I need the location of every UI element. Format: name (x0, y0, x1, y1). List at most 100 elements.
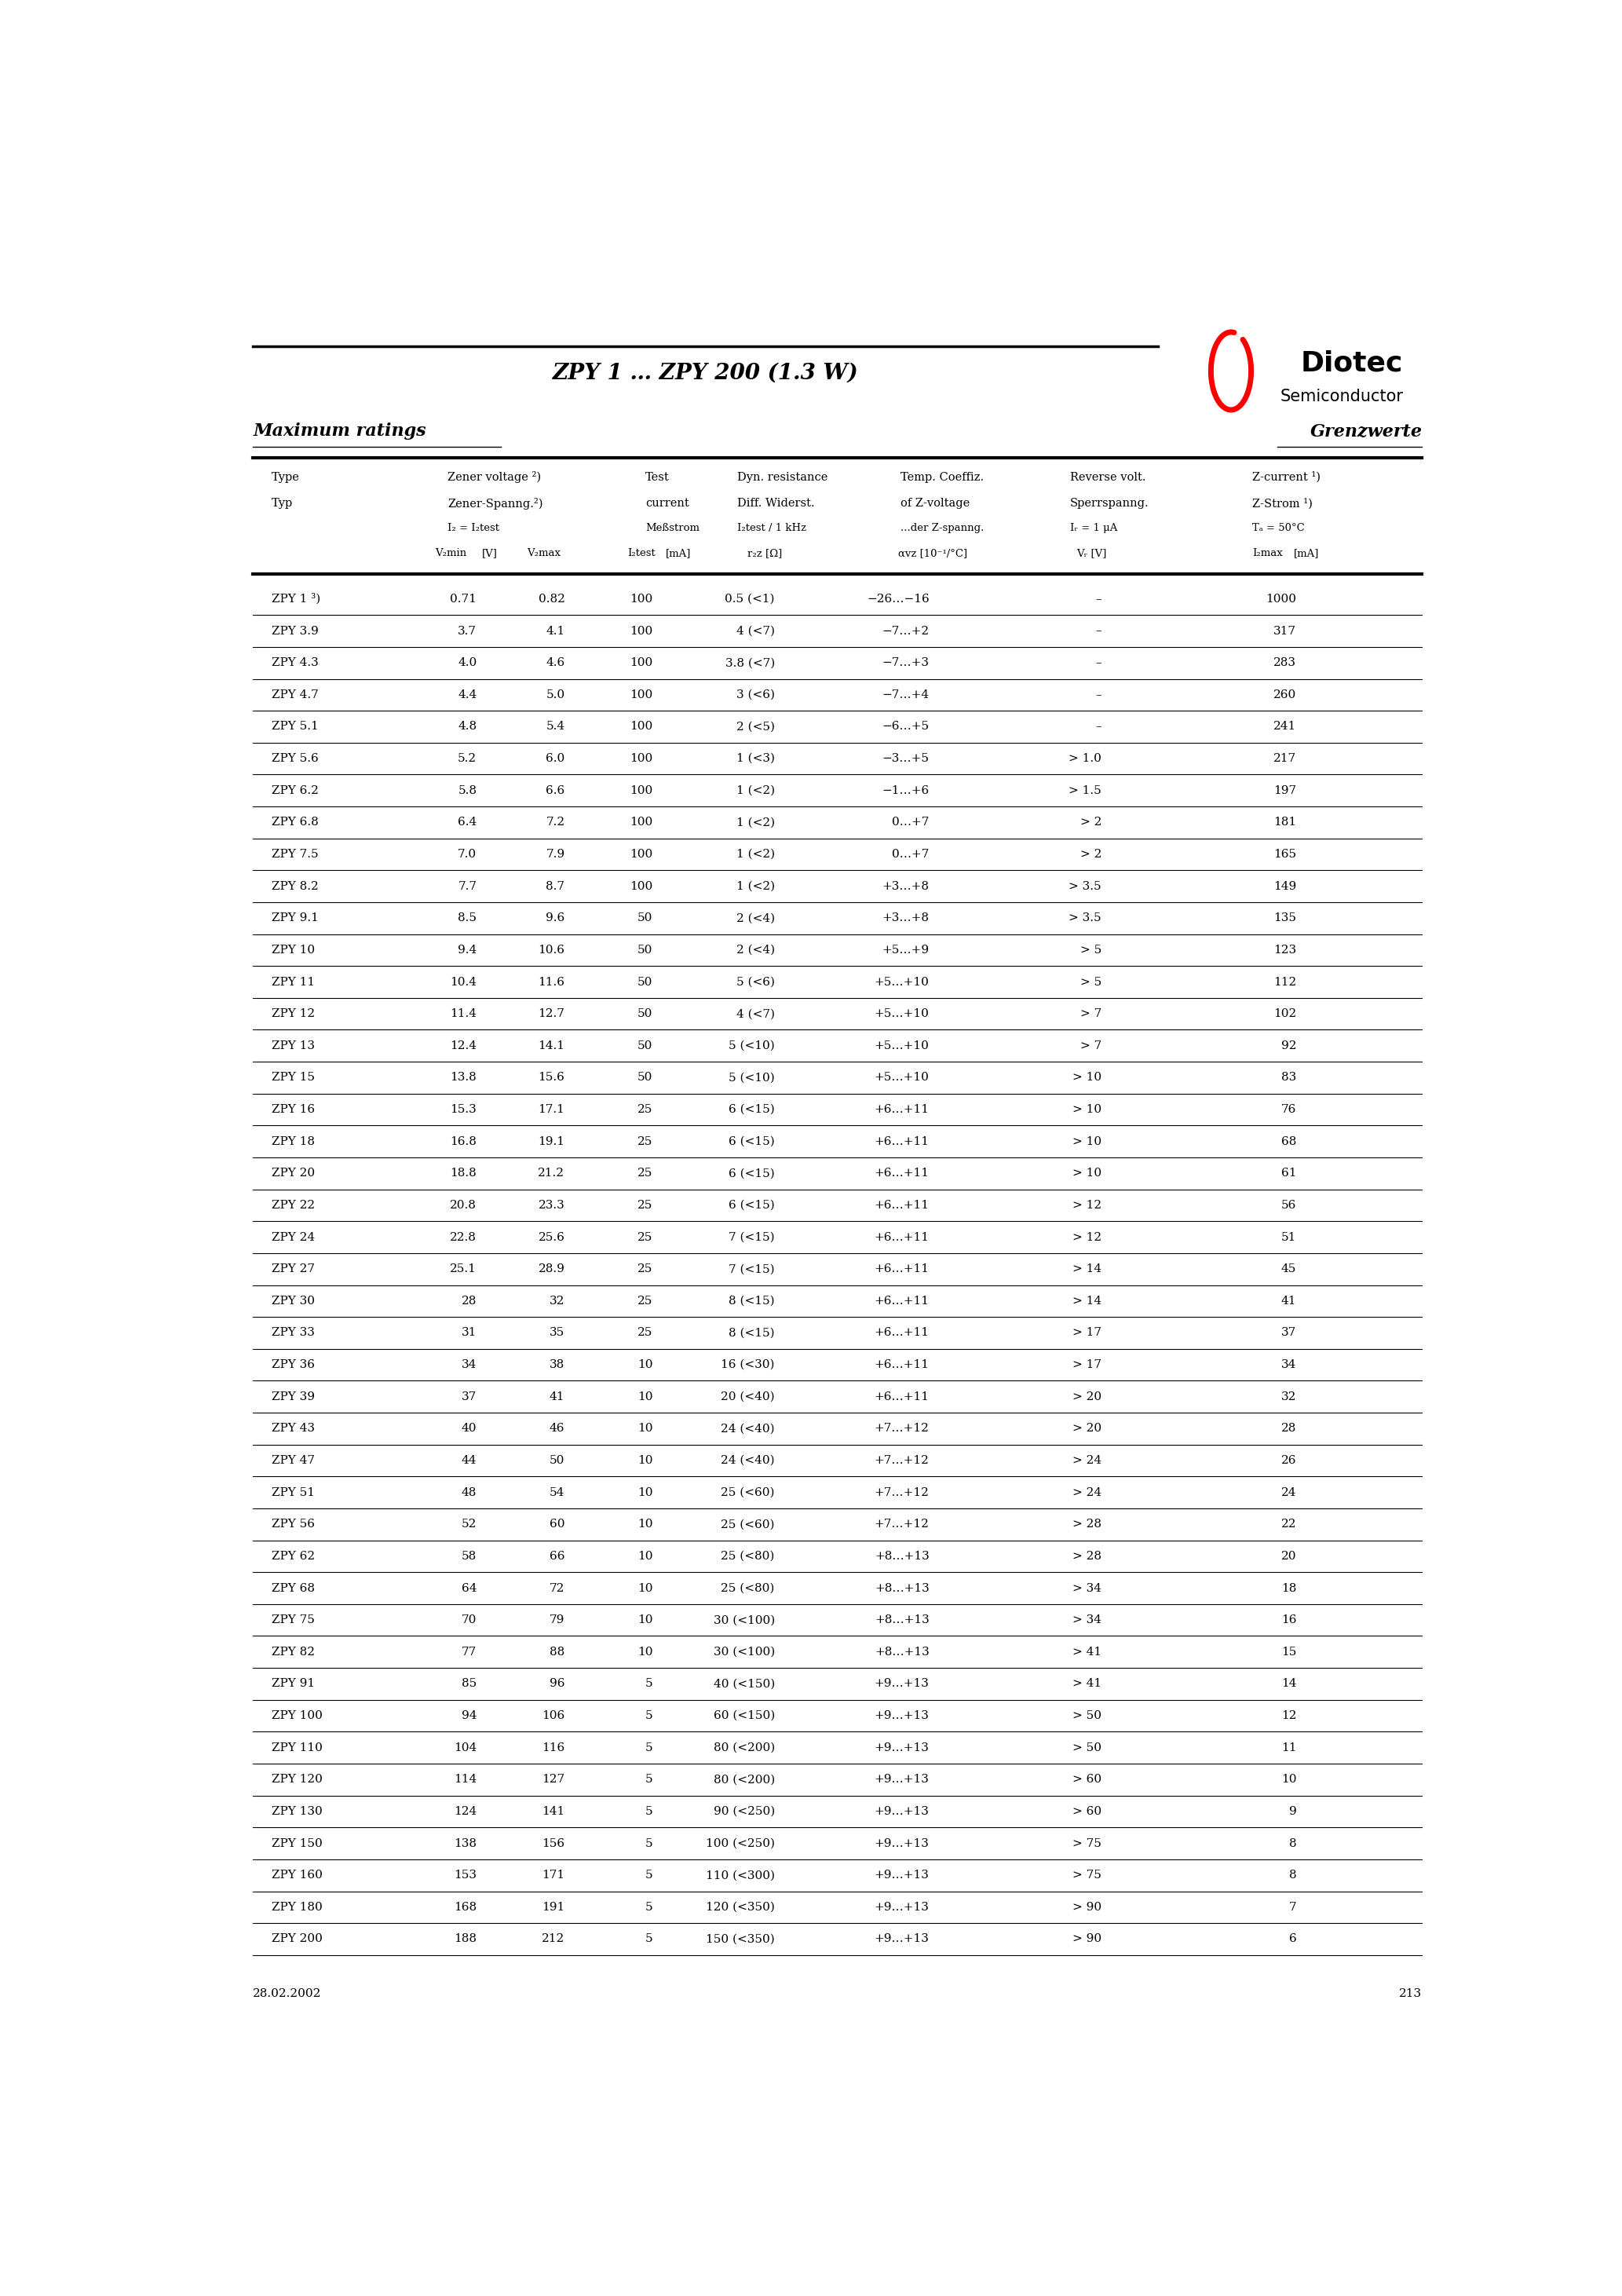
Text: 123: 123 (1273, 944, 1296, 955)
Text: 5 (<10): 5 (<10) (728, 1040, 775, 1052)
Text: ZPY 47: ZPY 47 (272, 1456, 315, 1467)
Text: ZPY 20: ZPY 20 (272, 1169, 315, 1178)
Text: 3.7: 3.7 (457, 625, 477, 636)
Text: 10: 10 (637, 1582, 652, 1593)
Text: 10: 10 (637, 1424, 652, 1435)
Text: > 50: > 50 (1072, 1711, 1101, 1722)
Text: 5: 5 (646, 1869, 652, 1880)
Text: 5: 5 (646, 1678, 652, 1690)
Text: 0.71: 0.71 (451, 595, 477, 604)
Text: 138: 138 (454, 1837, 477, 1848)
Text: > 75: > 75 (1072, 1837, 1101, 1848)
Text: 50: 50 (637, 912, 652, 923)
Text: ZPY 13: ZPY 13 (272, 1040, 315, 1052)
Text: 60: 60 (550, 1520, 564, 1529)
Text: 90 (<250): 90 (<250) (714, 1807, 775, 1816)
Text: > 60: > 60 (1072, 1807, 1101, 1816)
Text: V₂max: V₂max (527, 549, 561, 558)
Text: 4.0: 4.0 (457, 657, 477, 668)
Text: 20 (<40): 20 (<40) (720, 1391, 775, 1403)
Text: ZPY 68: ZPY 68 (272, 1582, 315, 1593)
Text: 15: 15 (1281, 1646, 1296, 1658)
Text: 18.8: 18.8 (451, 1169, 477, 1178)
Text: 9.6: 9.6 (545, 912, 564, 923)
Text: −1…+6: −1…+6 (882, 785, 929, 797)
Text: ZPY 100: ZPY 100 (272, 1711, 323, 1722)
Text: > 17: > 17 (1072, 1359, 1101, 1371)
Text: ZPY 51: ZPY 51 (272, 1488, 315, 1497)
Text: 5: 5 (646, 1775, 652, 1784)
Text: ZPY 62: ZPY 62 (272, 1550, 315, 1561)
Text: 104: 104 (454, 1743, 477, 1754)
Text: +9…+13: +9…+13 (874, 1807, 929, 1816)
Text: 50: 50 (637, 1040, 652, 1052)
Text: > 41: > 41 (1072, 1646, 1101, 1658)
Text: 12.7: 12.7 (539, 1008, 564, 1019)
Text: > 20: > 20 (1072, 1424, 1101, 1435)
Text: 213: 213 (1400, 1988, 1422, 2000)
Text: 8: 8 (1289, 1869, 1296, 1880)
Text: 66: 66 (550, 1550, 564, 1561)
Text: 124: 124 (454, 1807, 477, 1816)
Text: ZPY 3.9: ZPY 3.9 (272, 625, 320, 636)
Text: 32: 32 (1281, 1391, 1296, 1403)
Text: 18: 18 (1281, 1582, 1296, 1593)
Text: 4 (<7): 4 (<7) (736, 625, 775, 636)
Text: > 2: > 2 (1080, 817, 1101, 829)
Text: 14.1: 14.1 (539, 1040, 564, 1052)
Text: 19.1: 19.1 (539, 1137, 564, 1148)
Text: 260: 260 (1273, 689, 1296, 700)
Text: 7.0: 7.0 (457, 850, 477, 859)
Text: ZPY 15: ZPY 15 (272, 1072, 315, 1084)
Text: 6.4: 6.4 (457, 817, 477, 829)
Text: 28: 28 (462, 1295, 477, 1306)
Text: Zener voltage ²): Zener voltage ²) (448, 471, 542, 482)
Text: Type: Type (272, 471, 300, 482)
Text: 0.5 (<1): 0.5 (<1) (725, 595, 775, 604)
Text: ZPY 18: ZPY 18 (272, 1137, 315, 1148)
Text: 217: 217 (1273, 753, 1296, 765)
Text: 10.4: 10.4 (449, 976, 477, 987)
Text: 16: 16 (1281, 1614, 1296, 1626)
Text: 0.82: 0.82 (539, 595, 564, 604)
Text: +6…+11: +6…+11 (874, 1169, 929, 1178)
Text: 6 (<15): 6 (<15) (728, 1201, 775, 1210)
Text: > 12: > 12 (1072, 1231, 1101, 1242)
Text: 191: 191 (542, 1901, 564, 1913)
Text: 7: 7 (1289, 1901, 1296, 1913)
Text: 5: 5 (646, 1743, 652, 1754)
Text: V₂min: V₂min (435, 549, 467, 558)
Text: ZPY 10: ZPY 10 (272, 944, 315, 955)
Text: +3…+8: +3…+8 (882, 882, 929, 891)
Text: 94: 94 (462, 1711, 477, 1722)
Text: 24: 24 (1281, 1488, 1296, 1497)
Text: > 24: > 24 (1072, 1456, 1101, 1467)
Text: Zener-Spanng.²): Zener-Spanng.²) (448, 498, 543, 510)
Text: 5: 5 (646, 1711, 652, 1722)
Text: 60 (<150): 60 (<150) (714, 1711, 775, 1722)
Text: Sperrspanng.: Sperrspanng. (1071, 498, 1148, 510)
Text: > 28: > 28 (1072, 1550, 1101, 1561)
Text: 4 (<7): 4 (<7) (736, 1008, 775, 1019)
Text: 38: 38 (550, 1359, 564, 1371)
Text: +9…+13: +9…+13 (874, 1837, 929, 1848)
Text: 80 (<200): 80 (<200) (714, 1775, 775, 1784)
Text: 100: 100 (629, 817, 652, 829)
Text: > 7: > 7 (1080, 1008, 1101, 1019)
Text: 7 (<15): 7 (<15) (728, 1263, 775, 1274)
Text: 30 (<100): 30 (<100) (714, 1646, 775, 1658)
Text: +6…+11: +6…+11 (874, 1391, 929, 1403)
Text: 283: 283 (1273, 657, 1296, 668)
Text: ZPY 6.8: ZPY 6.8 (272, 817, 320, 829)
Text: 9: 9 (1289, 1807, 1296, 1816)
Text: 44: 44 (462, 1456, 477, 1467)
Text: −7…+3: −7…+3 (882, 657, 929, 668)
Text: 197: 197 (1273, 785, 1296, 797)
Text: 241: 241 (1273, 721, 1296, 732)
Text: 31: 31 (462, 1327, 477, 1339)
Text: 100: 100 (629, 721, 652, 732)
Text: 25 (<60): 25 (<60) (720, 1488, 775, 1497)
Text: 5.0: 5.0 (547, 689, 564, 700)
Text: +8…+13: +8…+13 (874, 1550, 929, 1561)
Text: > 28: > 28 (1072, 1520, 1101, 1529)
